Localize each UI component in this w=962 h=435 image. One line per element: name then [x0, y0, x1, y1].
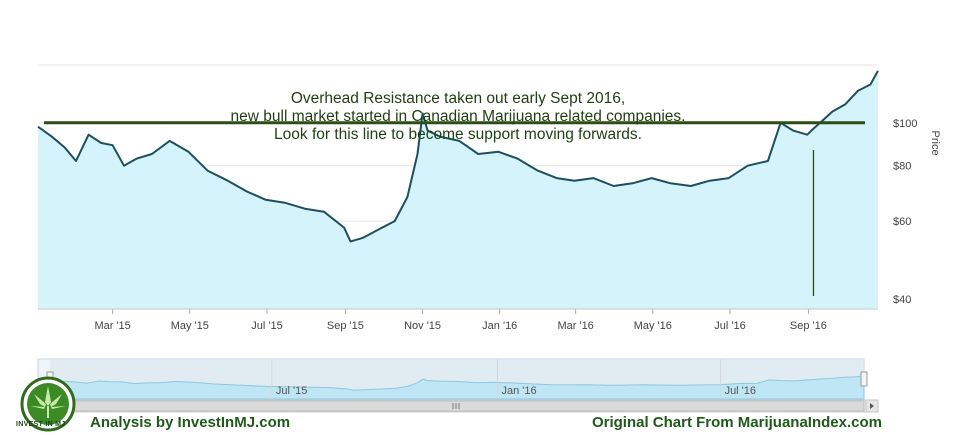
- navigator-area: [49, 374, 865, 400]
- logo-text: INVEST IN MJ: [16, 421, 66, 428]
- x-tick-label: Jul '15: [251, 320, 282, 332]
- y-tick-label: $80: [893, 161, 911, 173]
- navigator-label: Jul '16: [725, 385, 756, 397]
- y-axis-label: Price: [929, 131, 941, 156]
- navigator-labels: Jul '15 Jan '16 Jul '16: [271, 359, 756, 399]
- arrow-right-icon: [870, 403, 874, 409]
- annotation-line: new bull market started in Canadian Mari…: [231, 108, 686, 125]
- x-axis-ticks: Mar '15 May '15 Jul '15 Sep '15 Nov '15 Jan '…: [38, 308, 878, 332]
- x-tick-label: Sep '15: [327, 320, 364, 332]
- navigator-right-handle[interactable]: [860, 371, 868, 387]
- price-area-fill: [38, 70, 878, 309]
- x-tick-label: Mar '15: [94, 320, 130, 332]
- navigator-label: Jul '15: [276, 385, 307, 397]
- investinmj-logo: [20, 376, 76, 432]
- x-tick-label: Sep '16: [790, 320, 827, 332]
- x-tick-label: Mar '16: [557, 320, 593, 332]
- y-tick-label: $60: [893, 216, 911, 228]
- y-tick-label: $100: [893, 118, 917, 130]
- scrollbar-thumb[interactable]: [49, 400, 865, 412]
- scrollbar-grip-icon: [452, 403, 460, 409]
- y-axis-ticks: $40 $60 $80 $100: [893, 118, 917, 306]
- price-line: [37, 70, 879, 243]
- x-tick-label: May '16: [634, 320, 672, 332]
- annotation-line: Overhead Resistance taken out early Sept…: [291, 90, 625, 107]
- x-tick-label: Jul '16: [714, 320, 745, 332]
- x-tick-label: Nov '15: [404, 320, 441, 332]
- range-navigator[interactable]: Jul '15 Jan '16 Jul '16: [37, 358, 879, 413]
- navigator-label: Jan '16: [501, 385, 536, 397]
- source-credit-link[interactable]: Original Chart From MarijuanaIndex.com: [591, 414, 882, 431]
- x-tick-label: May '15: [171, 320, 209, 332]
- analysis-credit-link[interactable]: Analysis by InvestInMJ.com: [90, 414, 291, 431]
- chart-annotation: Overhead Resistance taken out early Sept…: [231, 90, 686, 143]
- x-tick-label: Jan '16: [482, 320, 517, 332]
- annotation-line: Look for this line to become support mov…: [274, 126, 642, 143]
- y-tick-label: $40: [893, 294, 911, 306]
